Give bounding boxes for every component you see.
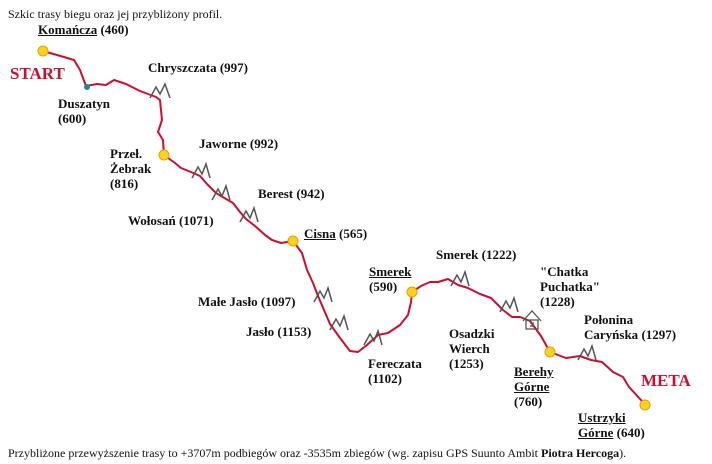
map-caption-bottom: Przybliżone przewyższenie trasy to +3707…	[8, 446, 627, 460]
place-smerek-peak: Smerek (1222)	[436, 247, 517, 262]
hut-icon	[522, 310, 542, 330]
mountain-peak-icon	[499, 295, 519, 313]
town-dot-icon	[639, 399, 651, 411]
author-name: Piotra Hercoga	[541, 446, 620, 460]
place-osadzki-wierch: Osadzki Wierch (1253)	[449, 326, 495, 371]
mountain-peak-icon	[313, 285, 333, 303]
mountain-peak-icon	[329, 313, 349, 331]
place-berest: Berest (942)	[258, 186, 325, 201]
mountain-peak-icon	[450, 269, 470, 287]
town-dot-icon	[84, 84, 90, 90]
town-dot-icon	[37, 45, 49, 57]
place-jaworne: Jaworne (992)	[199, 136, 279, 151]
town-dot-icon	[406, 286, 418, 298]
place-chatka-puchatka: "Chatka Puchatka" (1228)	[540, 264, 600, 309]
mountain-peak-icon	[577, 343, 597, 361]
mountain-peak-icon	[363, 328, 383, 346]
place-smerek-village: Smerek (590)	[369, 264, 412, 294]
place-komancza: Komańcza (460)	[38, 22, 129, 37]
place-berehy-gorne: Berehy Górne (760)	[514, 364, 554, 409]
place-wolosan: Wołosań (1071)	[128, 213, 214, 228]
town-dot-icon	[544, 346, 556, 358]
place-fereczata: Fereczata (1102)	[368, 356, 422, 386]
town-dot-icon	[287, 235, 299, 247]
place-male-jaslo: Małe Jasło (1097)	[198, 294, 296, 309]
mountain-peak-icon	[239, 205, 259, 223]
map-caption-top: Szkic trasy biegu oraz jej przybliżony p…	[8, 7, 223, 21]
place-chryszczata: Chryszczata (997)	[148, 60, 249, 75]
place-polonina-carynska: Połonina Caryńska (1297)	[584, 312, 677, 342]
mountain-peak-icon	[149, 82, 171, 99]
mountain-peak-icon	[191, 161, 211, 179]
mountain-peak-icon	[211, 183, 231, 201]
place-ustrzyki-gorne: Ustrzyki Górne (640)	[578, 410, 645, 440]
place-przel-zebrak: Przeł. Żebrak (816)	[110, 146, 152, 191]
town-dot-icon	[158, 149, 170, 161]
start-marker: START	[10, 64, 65, 83]
place-duszatyn: Duszatyn (600)	[58, 96, 111, 126]
place-cisna: Cisna (565)	[304, 226, 368, 241]
place-jaslo: Jasło (1153)	[246, 324, 312, 339]
finish-marker: META	[641, 371, 691, 390]
